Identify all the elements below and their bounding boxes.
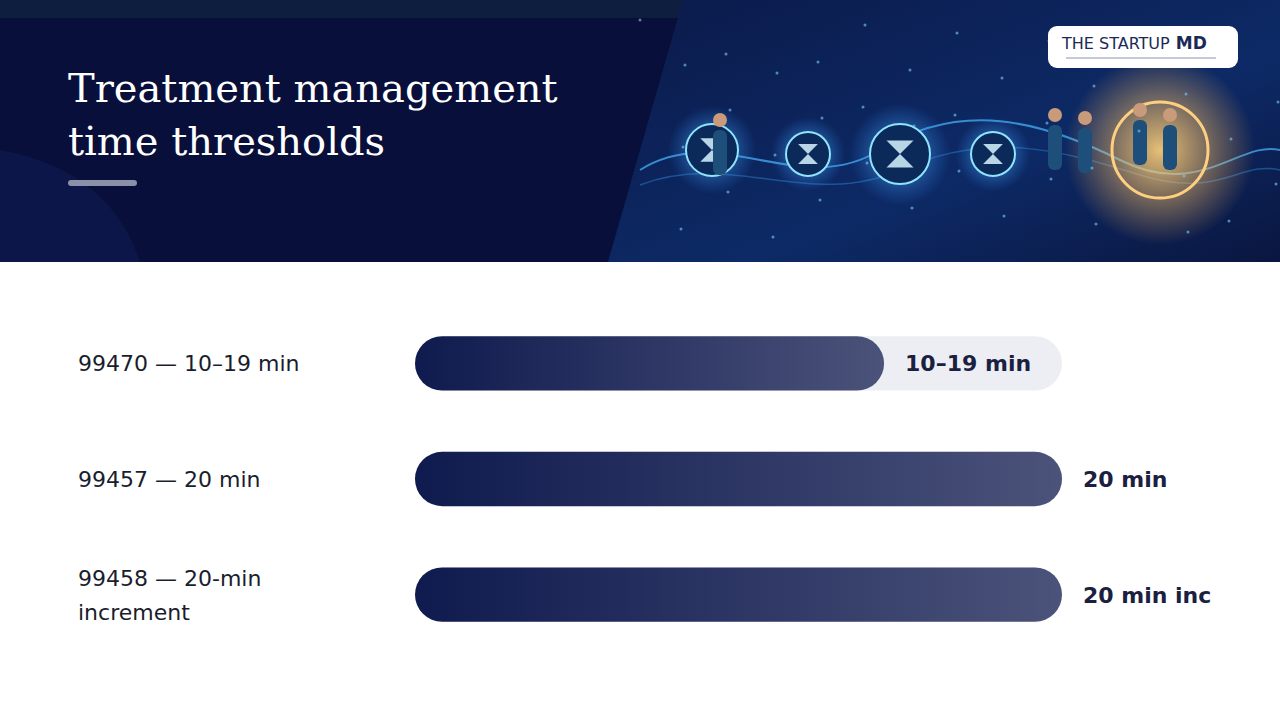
glow [668, 106, 756, 194]
glow [849, 103, 951, 205]
y-tick: 99470 — 10–19 min [78, 351, 415, 376]
data-label: 10–19 min [905, 351, 1031, 376]
data-labels: 10–19 min 20 min 20 min inc [905, 351, 1211, 607]
sparkle [913, 125, 916, 128]
figure-head [713, 113, 727, 127]
sparkle [819, 199, 822, 202]
header-decoration [639, 19, 1280, 246]
tracks [415, 336, 1062, 621]
figure [713, 130, 727, 175]
sparkle [1050, 178, 1053, 181]
sparkle [725, 53, 728, 56]
data-label: 20 min [1083, 467, 1167, 492]
sparkle [682, 146, 685, 149]
sparkle [1138, 130, 1141, 133]
figure [1078, 128, 1092, 173]
category-label: 99458 — 20-minincrement [78, 566, 261, 625]
glow [771, 117, 846, 192]
figure-head [1163, 108, 1177, 122]
sparkle [958, 170, 961, 173]
bar [415, 336, 884, 390]
data-label: 20 min inc [1083, 583, 1211, 608]
hourglass [887, 141, 914, 168]
figure-head [1133, 103, 1147, 117]
sparkle [1185, 93, 1188, 96]
title: Treatment managementtime thresholds [68, 65, 558, 164]
logo-mark: MD [1176, 33, 1207, 53]
sparkle [684, 64, 687, 67]
sparkle [1095, 223, 1098, 226]
y-axis: 99470 — 10–19 min 99457 — 20 min 99458 — 2… [78, 276, 416, 684]
sparkle [866, 162, 869, 165]
bars [415, 336, 1062, 621]
sparkle [911, 207, 914, 210]
title-underline [68, 180, 137, 186]
sparkle [1183, 175, 1186, 178]
icon-circle [786, 132, 830, 176]
sparkle [727, 191, 730, 194]
ring [1112, 102, 1208, 198]
hourglass [983, 144, 1003, 164]
y-tick: 99458 — 20-minincrement [78, 566, 415, 625]
sparkle [864, 24, 867, 27]
sparkle [729, 109, 732, 112]
category-label: 99470 — 10–19 min [78, 351, 299, 376]
sparkle [817, 61, 820, 64]
bar [415, 452, 1062, 506]
glow [1065, 55, 1255, 245]
figure-head [1048, 108, 1062, 122]
icon-circle [870, 124, 930, 184]
sparkle [1230, 138, 1233, 141]
sparkle [1093, 85, 1096, 88]
sparkle [772, 236, 775, 239]
sparkle [909, 69, 912, 72]
hourglass [798, 144, 818, 164]
header-shape [0, 150, 140, 262]
logo-box [1048, 26, 1238, 68]
sparkle [1228, 220, 1231, 223]
sparkle [956, 32, 959, 35]
category-label: 99457 — 20 min [78, 467, 260, 492]
sparkle [862, 106, 865, 109]
sparkle [680, 228, 683, 231]
sparkle [639, 19, 642, 22]
sparkle [1275, 183, 1278, 186]
sparkle [774, 154, 777, 157]
sparkle [1003, 215, 1006, 218]
y-tick: 99457 — 20 min [78, 467, 415, 492]
logo: THE STARTUP MD [1048, 26, 1238, 68]
track [415, 567, 1062, 621]
sparkle [1001, 77, 1004, 80]
sparkle [1277, 101, 1280, 104]
track [415, 336, 1062, 390]
figure [1163, 125, 1177, 170]
sparkle [1187, 231, 1190, 234]
track [415, 452, 1062, 506]
figure-head [1078, 111, 1092, 125]
logo-text: THE STARTUP [1061, 34, 1170, 53]
logo-tagline [1066, 57, 1216, 59]
figure [1048, 125, 1062, 170]
icon-circle [971, 132, 1015, 176]
sparkle [954, 114, 957, 117]
sparkle [1091, 167, 1094, 170]
header-strip [0, 0, 700, 18]
chart-page: Treatment managementtime thresholds THE S… [0, 0, 1280, 720]
glow [956, 117, 1031, 192]
header-band [0, 0, 1280, 262]
sparkle [1046, 122, 1049, 125]
icon-circle [686, 124, 738, 176]
header-image [608, 0, 1280, 262]
sparkle [821, 117, 824, 120]
bar [415, 567, 1062, 621]
sparkle [776, 72, 779, 75]
figure [1133, 120, 1147, 165]
